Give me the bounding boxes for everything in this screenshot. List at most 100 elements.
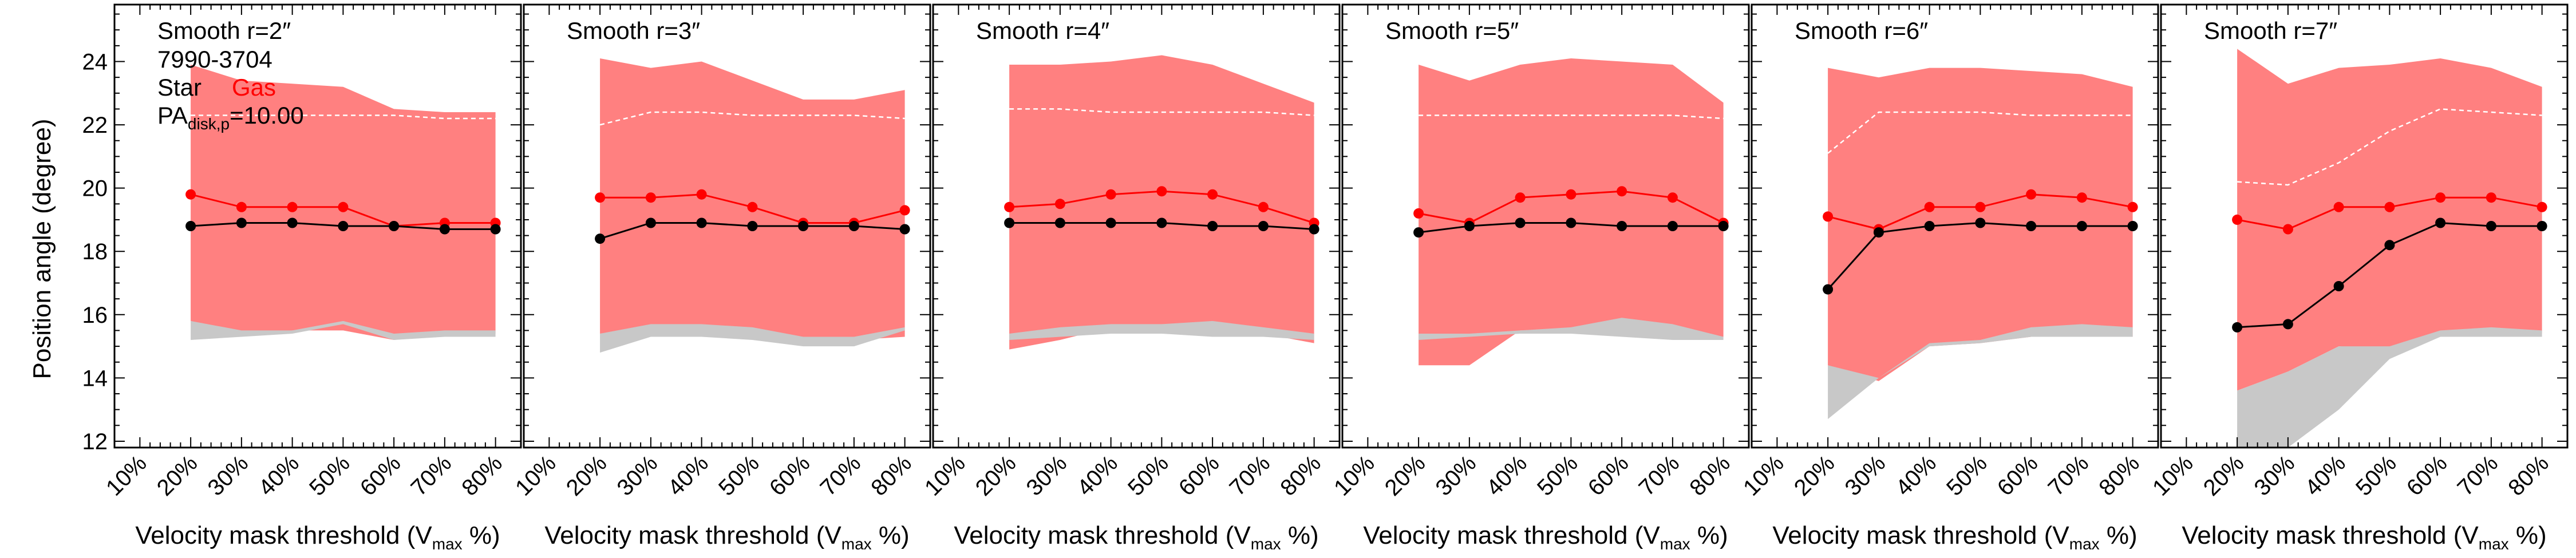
x-tick-label: 70%	[2453, 450, 2503, 501]
panel-title: Smooth r=5″	[1385, 17, 1519, 44]
x-tick-label: 40%	[1891, 450, 1941, 501]
x-axis-title: Velocity mask threshold (Vmax %)	[544, 521, 909, 553]
gas-series-point	[2282, 224, 2293, 235]
x-tick-label: 50%	[1532, 450, 1583, 501]
star-series-point	[1105, 217, 1116, 228]
gas-series-point	[1054, 199, 1065, 209]
plot-area	[1004, 55, 1319, 350]
x-tick-label: 40%	[1072, 450, 1123, 501]
star-series-point	[798, 221, 809, 231]
x-axis-title: Velocity mask threshold (Vmax %)	[135, 521, 500, 553]
star-series-point	[696, 217, 707, 228]
star-series-point	[2127, 221, 2138, 231]
reference-dashed-line	[191, 114, 496, 120]
star-series-point	[899, 224, 910, 235]
x-tick-label: 30%	[203, 450, 254, 501]
reference-dashed-line	[1419, 114, 1724, 120]
x-tick-label: 50%	[2351, 450, 2401, 501]
star-series-point	[1718, 221, 1729, 231]
gas-series-point	[1617, 186, 1627, 197]
gas-uncertainty-band	[1419, 58, 1724, 366]
x-tick-label: 20%	[971, 450, 1021, 501]
x-tick-label: 30%	[2250, 450, 2300, 501]
gas-uncertainty-band	[600, 58, 905, 340]
x-tick-label: 50%	[714, 450, 764, 501]
gas-series-point	[2333, 201, 2344, 212]
star-series-point	[1309, 224, 1319, 235]
star-series-point	[645, 217, 656, 228]
star-series-point	[1207, 221, 1218, 231]
plot-area	[185, 65, 501, 340]
gas-series-point	[747, 201, 758, 212]
gas-series-point	[696, 189, 707, 200]
gas-series-point	[1515, 192, 1526, 203]
y-tick-label: 24	[82, 50, 108, 75]
star-series-point	[1258, 221, 1269, 231]
x-tick-label: 80%	[866, 450, 916, 501]
panel-title: Smooth r=4″	[976, 17, 1109, 44]
gas-series-point	[1258, 201, 1269, 212]
x-tick-label: 60%	[355, 450, 406, 501]
x-tick-label: 20%	[1380, 450, 1431, 501]
gas-series-point	[287, 201, 298, 212]
x-tick-label: 60%	[1174, 450, 1224, 501]
gas-series-point	[595, 192, 606, 203]
gas-series-point	[2076, 192, 2087, 203]
panel-title: Smooth r=6″	[1795, 17, 1928, 44]
star-series-point	[338, 221, 349, 231]
x-axis-title: Velocity mask threshold (Vmax %)	[954, 521, 1318, 553]
panel-3: 10% 20% 30% 40% 50% 60% 70% 80% Velocity mask th…	[920, 3, 1341, 553]
star-series-point	[287, 217, 298, 228]
star-series-point	[1823, 284, 1834, 295]
x-tick-label: 30%	[1431, 450, 1481, 501]
y-tick-label: 16	[82, 303, 108, 328]
x-tick-label: 30%	[1022, 450, 1072, 501]
x-tick-label: 70%	[2044, 450, 2094, 501]
panel-title: Smooth r=2″	[157, 17, 291, 44]
star-series-point	[1617, 221, 1627, 231]
gas-series-point	[1975, 201, 1986, 212]
x-tick-label: 50%	[305, 450, 355, 501]
x-tick-label: 40%	[1481, 450, 1532, 501]
panel-6: 10% 20% 30% 40% 50% 60% 70% 80% Velocity mask th…	[2148, 3, 2569, 553]
x-tick-label: 50%	[1123, 450, 1174, 501]
x-tick-label: 60%	[1993, 450, 2043, 501]
gas-series-point	[2026, 189, 2037, 200]
x-tick-label: 80%	[1685, 450, 1735, 501]
x-tick-label: 30%	[1840, 450, 1891, 501]
x-tick-label: 20%	[152, 450, 203, 501]
plot-area	[1413, 58, 1729, 366]
gas-series-point	[1667, 192, 1678, 203]
plot-area	[2232, 49, 2547, 448]
y-axis-title: Position angle (degree)	[28, 119, 56, 379]
star-series-point	[2076, 221, 2087, 231]
star-series-point	[2384, 240, 2395, 251]
star-series-point	[2537, 221, 2547, 231]
gas-series-point	[236, 201, 247, 212]
x-tick-label: 10%	[1329, 450, 1380, 501]
star-series-point	[2333, 281, 2344, 291]
y-tick-label: 14	[82, 366, 108, 391]
x-tick-label: 70%	[406, 450, 457, 501]
star-series-point	[747, 221, 758, 231]
legend-star-label: Star	[157, 74, 202, 101]
plot-frame	[932, 3, 1341, 449]
star-series-point	[1054, 217, 1065, 228]
gas-uncertainty-band	[1009, 55, 1314, 350]
x-tick-label: 40%	[2300, 450, 2350, 501]
gas-series-point	[2127, 201, 2138, 212]
gas-series-point	[2435, 192, 2446, 203]
star-series-point	[389, 221, 400, 231]
x-tick-label: 80%	[2094, 450, 2144, 501]
star-series-point	[236, 217, 247, 228]
star-uncertainty-band	[1009, 320, 1314, 340]
x-axis-title: Velocity mask threshold (Vmax %)	[2182, 521, 2546, 553]
x-tick-label: 80%	[2503, 450, 2554, 501]
legend-gas-label: Gas	[232, 74, 276, 101]
star-series-point	[2435, 217, 2446, 228]
panel-5: 10% 20% 30% 40% 50% 60% 70% 80% Velocity mask th…	[1739, 3, 2159, 553]
gas-series-point	[2537, 201, 2547, 212]
panel-title: Smooth r=3″	[567, 17, 700, 44]
